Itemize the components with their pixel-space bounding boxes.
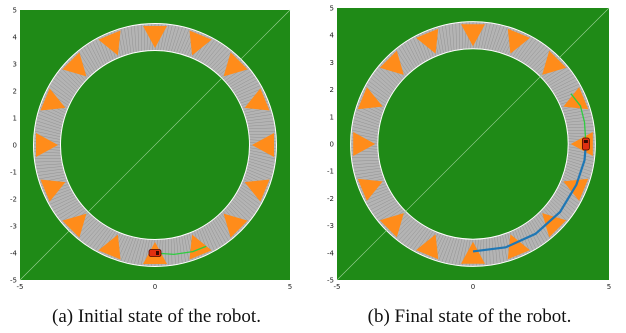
diagonal-line — [336, 7, 610, 281]
y-tick-label: -2 — [10, 196, 17, 204]
robot-marker — [148, 249, 162, 257]
arrow-marker — [416, 234, 439, 260]
y-tick-label: 1 — [13, 115, 17, 123]
arrow-marker — [143, 26, 167, 48]
arrow-marker — [416, 28, 439, 54]
caption-initial-state: (a) Initial state of the robot. — [52, 306, 261, 327]
y-tick-label: 5 — [13, 7, 17, 15]
y-tick-label: -4 — [327, 249, 335, 257]
arrow-marker — [563, 178, 589, 201]
y-tick-label: 2 — [330, 86, 334, 94]
caption-final-state: (b) Final state of the robot. — [367, 306, 572, 327]
y-tick-label: 4 — [330, 32, 335, 40]
plot-initial-state: -5 0 5 5 4 3 2 1 0 -1 -2 -3 -4 -5 — [10, 7, 292, 292]
track-hatching — [33, 23, 277, 267]
y-tick-label: -5 — [10, 277, 17, 285]
panel-initial-state: -5 0 5 5 4 3 2 1 0 -1 -2 -3 -4 -5 (a) Initial state o… — [10, 7, 292, 328]
arrow-marker — [36, 133, 58, 157]
arrow-marker — [353, 132, 376, 156]
y-tick-label: 2 — [13, 88, 17, 96]
x-tick-label: 0 — [471, 283, 475, 291]
arrow-marker — [40, 88, 66, 111]
y-tick-label: 3 — [13, 61, 17, 69]
arrow-marker — [507, 234, 530, 260]
y-tick-label: 3 — [330, 59, 334, 67]
arrow-marker — [244, 88, 270, 111]
x-tick-label: 5 — [607, 283, 611, 291]
arrow-marker — [379, 50, 404, 75]
y-tick-label: -4 — [10, 250, 18, 258]
y-tick-label: 5 — [330, 5, 334, 13]
arrow-marker — [62, 213, 87, 238]
arrow-marker — [223, 213, 248, 238]
arrow-marker — [461, 24, 485, 47]
arrow-marker — [563, 87, 589, 110]
plot-final-state: -5 0 5 5 4 3 2 1 0 -1 -2 -3 -4 -5 — [327, 5, 611, 292]
arrow-marker — [98, 234, 121, 260]
y-tick-label: -1 — [10, 169, 17, 177]
arrow-marker — [189, 30, 212, 56]
y-tick-label: -5 — [327, 277, 334, 285]
track-outer-edge — [350, 21, 596, 267]
y-tick-label: -3 — [10, 223, 17, 231]
arrow-marker — [542, 50, 567, 75]
arrow-marker — [461, 241, 485, 264]
arrow-marker — [40, 179, 66, 202]
arrow-marker — [507, 28, 530, 54]
arrow-marker — [542, 213, 567, 238]
y-tick-label: 0 — [13, 142, 17, 150]
x-tick-label: 5 — [288, 283, 292, 291]
arrow-marker — [98, 30, 121, 56]
x-tick-label: -5 — [334, 283, 341, 291]
y-tick-label: -2 — [327, 195, 334, 203]
arrow-marker — [357, 87, 383, 110]
y-tick-label: 4 — [13, 34, 18, 42]
robot-marker — [581, 137, 590, 151]
arrow-marker — [62, 52, 87, 77]
diagonal-line — [19, 9, 291, 281]
y-tick-label: -3 — [327, 222, 334, 230]
y-tick-label: -1 — [327, 168, 334, 176]
x-tick-label: -5 — [17, 283, 24, 291]
panel-final-state: -5 0 5 5 4 3 2 1 0 -1 -2 -3 -4 -5 (b) Final state of … — [313, 0, 626, 333]
arrow-marker — [244, 179, 270, 202]
track-inner-edge — [377, 48, 569, 240]
track-outer-edge — [33, 23, 277, 267]
track-hatching — [350, 21, 596, 267]
arrow-marker — [357, 178, 383, 201]
track-inner-edge — [60, 50, 250, 240]
trajectory-line — [472, 143, 587, 253]
y-tick-label: 1 — [330, 113, 334, 121]
arrow-marker — [252, 133, 274, 157]
arrow-marker — [223, 52, 248, 77]
arrow-marker — [379, 213, 404, 238]
arrow-marker — [189, 234, 212, 260]
planned-path-line — [570, 93, 587, 145]
y-tick-label: 0 — [330, 141, 334, 149]
x-tick-label: 0 — [153, 283, 157, 291]
planned-path-line — [154, 245, 207, 256]
